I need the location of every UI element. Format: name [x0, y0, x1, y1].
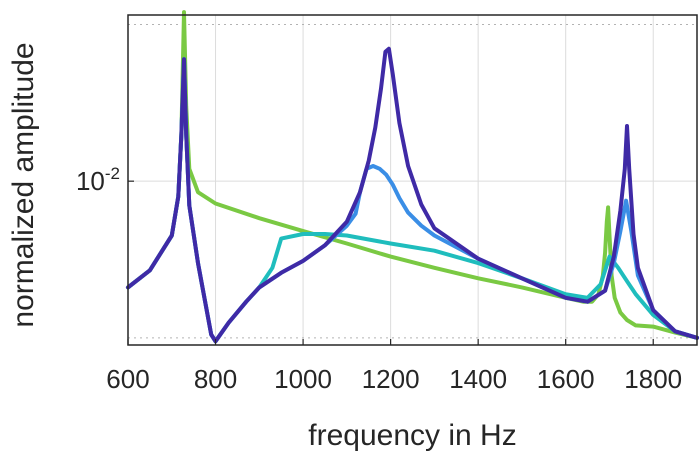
x-tick-label: 1600	[537, 364, 595, 394]
x-tick-label: 800	[194, 364, 237, 394]
x-tick-label: 1200	[362, 364, 420, 394]
series-line-4	[126, 46, 699, 344]
y-axis-label: normalized amplitude	[7, 42, 40, 327]
x-axis-label: frequency in Hz	[308, 419, 516, 452]
plot-frame	[127, 14, 698, 346]
y-tick-label: 10-2	[76, 164, 120, 196]
series-group	[126, 10, 699, 344]
x-tick-label: 1400	[449, 364, 507, 394]
x-tick-label: 1000	[274, 364, 332, 394]
x-tick-label: 1800	[624, 364, 682, 394]
x-tick-label: 600	[106, 364, 149, 394]
ticks: 600 800 1000 1200 1400 1600 1800 10-2	[76, 164, 682, 394]
